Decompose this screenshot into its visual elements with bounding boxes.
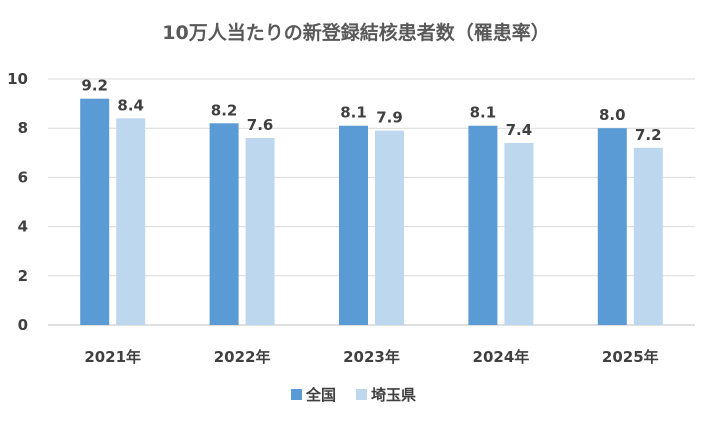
data-label: 8.0 — [599, 106, 626, 124]
x-tick-label: 2021年 — [84, 348, 141, 366]
y-tick-label: 4 — [18, 218, 28, 236]
x-tick-label: 2024年 — [473, 348, 530, 366]
data-label: 7.2 — [635, 126, 662, 144]
data-label: 8.1 — [340, 104, 367, 122]
data-label: 7.4 — [506, 121, 533, 139]
x-tick-label: 2022年 — [214, 348, 271, 366]
data-label: 8.2 — [211, 101, 238, 119]
bars — [80, 98, 663, 326]
y-tick-label: 0 — [18, 316, 28, 334]
gridlines — [48, 78, 695, 326]
x-axis: 2021年 2022年 2023年 2024年 2025年 — [84, 348, 658, 366]
y-tick-label: 10 — [7, 70, 28, 88]
bar — [375, 130, 404, 325]
y-tick-label: 2 — [18, 267, 28, 285]
bar — [116, 118, 146, 325]
data-label: 7.6 — [247, 116, 274, 134]
bar — [209, 123, 239, 325]
data-label: 9.2 — [81, 77, 108, 95]
bar — [504, 142, 534, 325]
data-label: 7.9 — [376, 109, 403, 127]
x-tick-label: 2023年 — [343, 348, 400, 366]
data-labels: 9.2 8.4 8.2 7.6 8.1 7.9 8.1 7.4 8.0 7.2 — [81, 77, 661, 144]
bar — [633, 147, 663, 325]
legend-swatch — [356, 389, 367, 400]
legend-swatch — [291, 389, 302, 400]
bar — [468, 125, 498, 326]
data-label: 8.1 — [470, 104, 497, 122]
chart-title: 10万人当たりの新登録結核患者数（罹患率） — [162, 21, 549, 44]
bar — [339, 125, 368, 326]
bar — [597, 128, 627, 325]
y-tick-label: 6 — [18, 168, 28, 186]
legend-label: 埼玉県 — [371, 386, 416, 404]
legend-label: 全国 — [305, 386, 336, 404]
data-label: 8.4 — [117, 96, 144, 114]
y-axis: 0 2 4 6 8 10 — [7, 70, 28, 334]
x-tick-label: 2025年 — [602, 348, 659, 366]
bar — [245, 138, 275, 325]
legend: 全国 埼玉県 — [291, 386, 416, 404]
bar — [80, 98, 110, 326]
y-tick-label: 8 — [18, 119, 28, 137]
